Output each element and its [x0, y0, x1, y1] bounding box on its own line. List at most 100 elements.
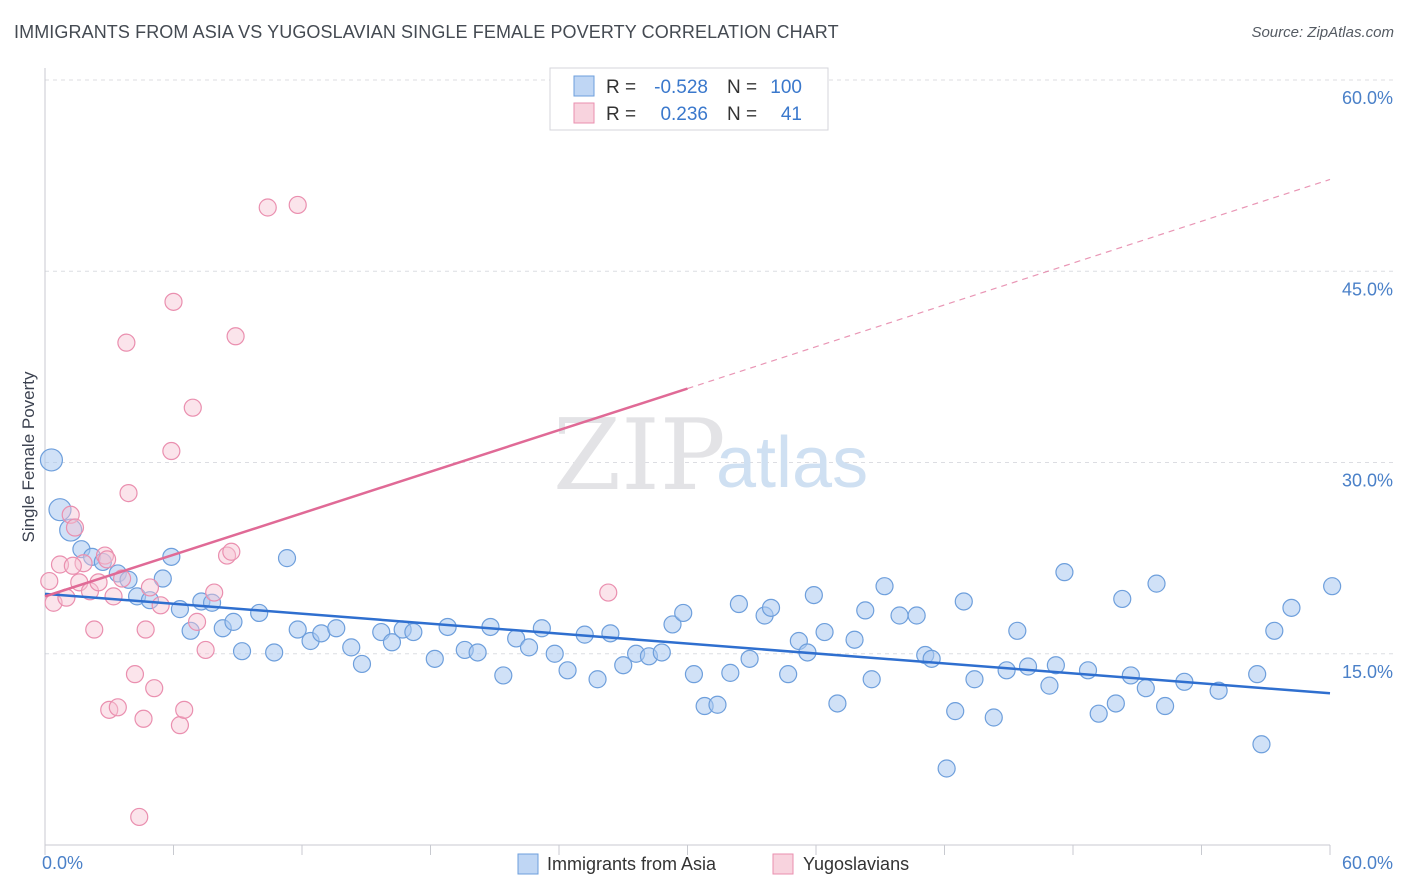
watermark-zip: ZIP: [553, 399, 726, 513]
asia-point: [614, 656, 633, 675]
trend-lines: [44, 178, 1331, 695]
legend-n-value-yugoslavians: 41: [781, 104, 802, 125]
yugoslavian-point: [170, 716, 190, 735]
asia-point: [1040, 676, 1059, 695]
asia-point: [997, 661, 1016, 680]
yugoslavian-point: [98, 550, 117, 569]
asia-trend-line: [44, 592, 1331, 695]
yugoslavian-point: [63, 556, 82, 575]
yugoslavian-point: [222, 542, 241, 561]
asia-point: [1046, 656, 1065, 675]
asia-point: [601, 624, 620, 643]
asia-point: [922, 649, 941, 668]
asia-point: [425, 649, 444, 668]
asia-point: [1055, 563, 1074, 582]
yugoslavian-point: [112, 569, 132, 588]
asia-point: [1155, 696, 1175, 716]
yugoslavian-point: [74, 554, 93, 573]
stats-legend: R = -0.528 N = 100 R = 0.236 N = 41: [549, 67, 829, 131]
tick-labels: 15.0% 30.0% 45.0% 60.0% 0.0% 60.0%: [42, 88, 1393, 873]
yugoslavian-point: [196, 640, 215, 660]
yugoslavian-trend-extension: [687, 178, 1331, 390]
chart-title: IMMIGRANTS FROM ASIA VS YUGOSLAVIAN SING…: [14, 22, 839, 42]
yugoslavian-point: [162, 441, 181, 461]
asia-point: [1265, 621, 1284, 640]
yugoslavian-point: [187, 612, 207, 631]
asia-point: [404, 622, 423, 642]
watermark-atlas: atlas: [716, 423, 868, 503]
asia-point: [532, 619, 551, 638]
asia-point: [954, 592, 973, 611]
asia-point: [588, 670, 607, 689]
bottom-legend-label-asia: Immigrants from Asia: [547, 854, 717, 874]
asia-point: [684, 665, 704, 684]
yugoslavian-trend-line: [44, 387, 688, 598]
yugoslavian-point: [125, 665, 145, 684]
yugoslavian-point: [258, 198, 277, 217]
x-tick-label: 0.0%: [42, 853, 83, 873]
yugoslavian-point: [108, 698, 127, 717]
yugoslavian-point: [40, 571, 59, 591]
legend-swatch-yugoslavians: [573, 102, 595, 124]
legend-r-label-asia: R =: [606, 77, 636, 98]
grid-lines: [45, 79, 1394, 655]
y-axis-label: Single Female Poverty: [19, 371, 38, 543]
yugoslavian-point: [145, 679, 164, 698]
bottom-legend-swatch-yugoslavians: [772, 853, 794, 875]
asia-point: [1018, 657, 1038, 676]
asia-point: [937, 759, 956, 778]
asia-point: [761, 598, 781, 617]
yugoslavian-point: [104, 587, 123, 606]
asia-point: [1248, 665, 1267, 684]
yugoslavian-point: [119, 484, 138, 503]
data-points: [39, 195, 1342, 827]
asia-point: [181, 621, 200, 640]
x-tick-label: 60.0%: [1342, 853, 1393, 873]
legend-n-label-asia: N =: [727, 77, 757, 98]
asia-point: [856, 601, 875, 620]
yugoslavian-point: [117, 333, 136, 352]
y-tick-label: 15.0%: [1342, 662, 1393, 682]
asia-point: [721, 663, 740, 682]
legend-swatch-asia: [573, 75, 595, 97]
yugoslavian-point: [65, 518, 85, 537]
asia-point: [729, 594, 749, 614]
asia-point: [862, 670, 881, 689]
asia-point: [468, 643, 487, 662]
yugoslavian-point: [183, 398, 202, 417]
yugoslavian-point: [50, 555, 70, 574]
asia-point: [1136, 679, 1155, 698]
yugoslavian-point: [140, 578, 160, 597]
asia-point: [39, 448, 64, 472]
asia-point: [740, 649, 759, 668]
yugoslavian-point: [288, 195, 307, 215]
asia-point: [965, 670, 984, 689]
asia-point: [265, 643, 284, 662]
asia-point: [519, 638, 539, 657]
asia-point: [845, 630, 864, 649]
asia-point: [907, 606, 926, 625]
asia-point: [494, 666, 513, 685]
asia-point: [1089, 704, 1108, 723]
legend-r-value-yugoslavians: 0.236: [660, 104, 708, 125]
asia-point: [119, 570, 138, 589]
asia-point: [1078, 661, 1098, 680]
yugoslavian-point: [130, 807, 149, 827]
asia-point: [804, 585, 823, 605]
asia-point: [1323, 577, 1342, 596]
asia-point: [1008, 621, 1027, 640]
legend-r-value-asia: -0.528: [654, 77, 708, 98]
asia-point: [828, 694, 847, 713]
y-tick-label: 45.0%: [1342, 279, 1393, 299]
asia-point: [162, 547, 181, 566]
asia-point: [224, 612, 243, 631]
bottom-legend-label-yugoslavians: Yugoslavians: [803, 854, 909, 874]
asia-point: [327, 619, 346, 638]
asia-point: [1113, 589, 1132, 609]
asia-point: [277, 549, 297, 568]
asia-point: [946, 702, 965, 721]
asia-point: [1147, 574, 1166, 593]
asia-point: [232, 642, 252, 661]
asia-point: [153, 569, 172, 588]
asia-point: [890, 606, 909, 625]
